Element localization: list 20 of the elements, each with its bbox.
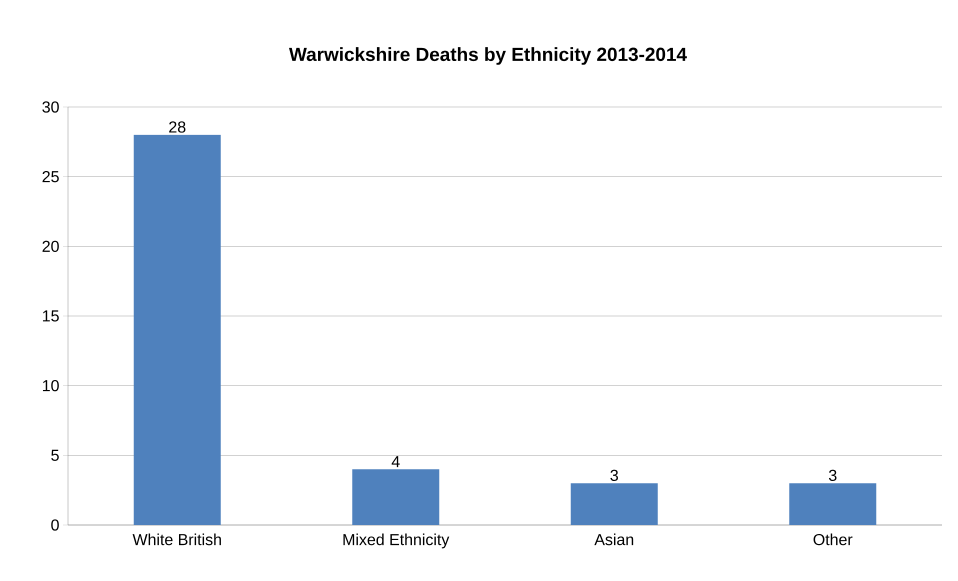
- data-label: 28: [169, 121, 186, 133]
- y-tick-label: 15: [42, 310, 59, 322]
- y-tick-label: 5: [51, 450, 59, 461]
- x-tick-label: White British: [132, 534, 221, 546]
- bar: [570, 483, 658, 525]
- y-tick-label: 10: [42, 380, 59, 392]
- x-tick-label: Mixed Ethnicity: [343, 534, 450, 548]
- bar: [134, 134, 221, 525]
- y-tick-label: 30: [42, 101, 59, 113]
- bar: [352, 469, 440, 525]
- x-tick-label: Other: [814, 534, 852, 546]
- chart-title: Warwickshire Deaths by Ethnicity 2013-2014: [289, 47, 687, 65]
- y-tick-label: 20: [42, 240, 59, 252]
- data-label: 4: [392, 456, 400, 468]
- y-tick-label: 0: [51, 519, 59, 531]
- bar: [789, 483, 876, 525]
- data-label: 3: [828, 470, 836, 481]
- y-tick-label: 25: [42, 171, 59, 182]
- x-tick-label: Asian: [594, 534, 634, 546]
- data-label: 3: [610, 470, 618, 481]
